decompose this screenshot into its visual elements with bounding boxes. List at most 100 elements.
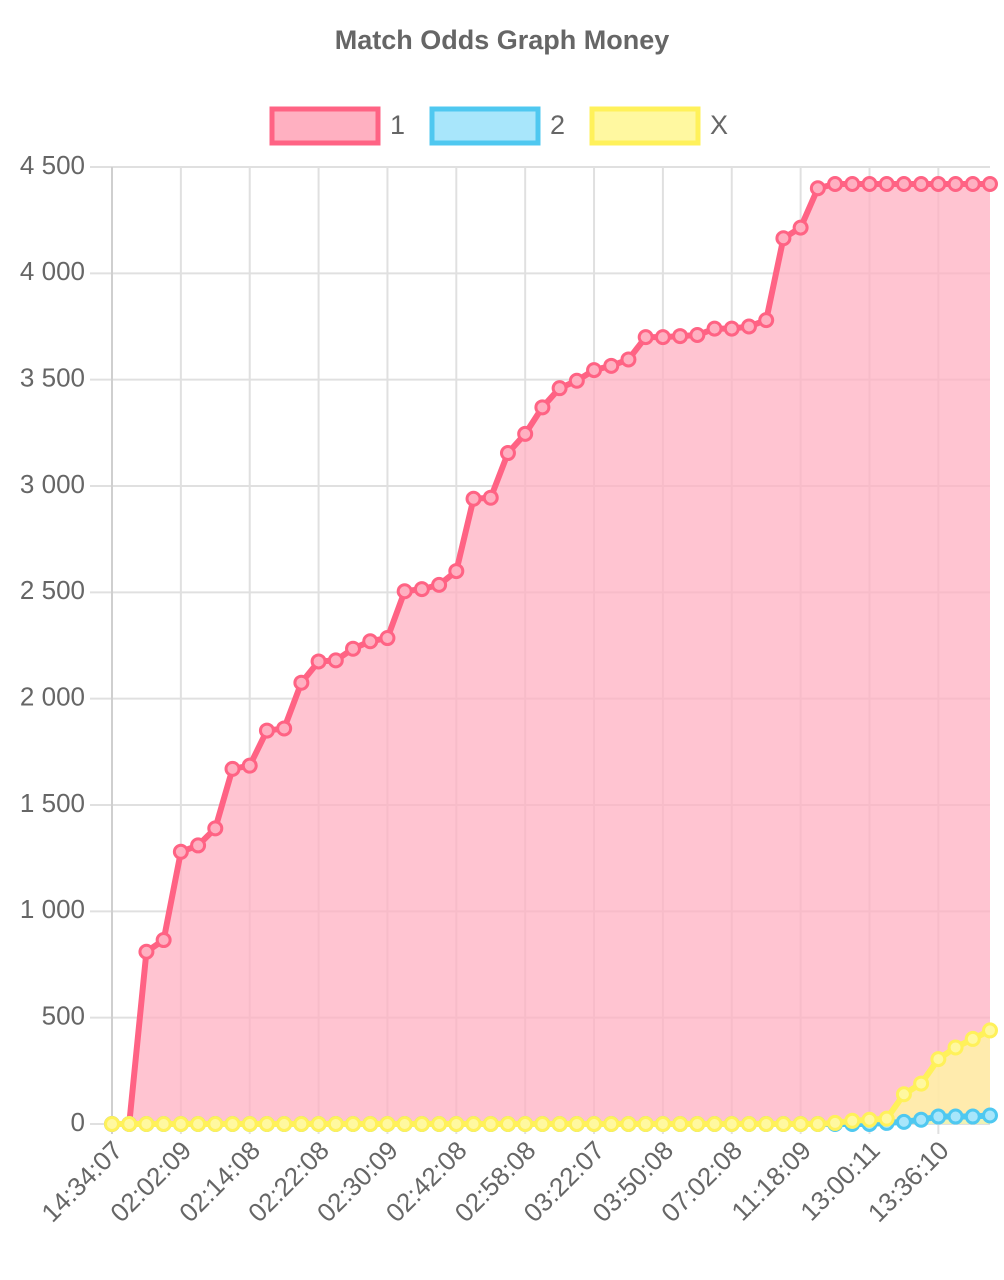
point [672,328,689,345]
point [895,1086,912,1103]
point [568,1116,585,1132]
y-tick-label: 1 000 [20,894,85,924]
point [551,380,568,397]
point [844,1112,861,1129]
point [258,1116,275,1132]
point [362,1116,379,1132]
point [413,581,430,598]
point [379,1116,396,1132]
point [413,1116,430,1132]
point [327,1116,344,1132]
point [224,760,241,777]
point [396,1116,413,1132]
area [112,184,990,1125]
point [689,1116,706,1132]
point [104,1116,120,1132]
point [654,1116,671,1132]
point [913,176,930,193]
y-tick-label: 4 500 [20,150,85,180]
point [465,1116,482,1132]
point [448,1116,465,1132]
y-tick-label: 3 000 [20,469,85,499]
point [482,489,499,506]
point [258,722,275,739]
point [775,1116,792,1132]
point [723,320,740,337]
point [895,176,912,193]
point [293,1116,310,1132]
point [706,320,723,337]
point [895,1113,912,1130]
line [112,1027,992,1127]
point [809,180,826,197]
legend-swatch [429,106,541,146]
point [930,176,947,193]
point [362,633,379,650]
y-tick-label: 3 500 [20,363,85,393]
point [534,1116,551,1132]
point [964,1108,981,1125]
point [740,318,757,335]
point [121,1116,138,1132]
point [982,1022,998,1039]
point [379,630,396,647]
point [241,757,258,774]
y-tick-label: 4 000 [20,256,85,286]
point [947,176,964,193]
point [723,1116,740,1132]
point [740,1116,757,1132]
legend-label: X [710,110,728,140]
point [620,351,637,368]
point [982,176,998,193]
point [982,1107,998,1124]
point [276,720,293,737]
point [706,1116,723,1132]
legend-swatch [269,106,381,146]
point [241,1116,258,1132]
y-tick-label: 1 500 [20,788,85,818]
point [930,1051,947,1068]
point [586,1116,603,1132]
point [827,176,844,193]
point [620,1116,637,1132]
point [345,1116,362,1132]
point [792,1116,809,1132]
point [517,1116,534,1132]
legend-label: 2 [550,110,565,140]
point [190,837,207,854]
point [431,1116,448,1132]
point [861,176,878,193]
point [138,1116,155,1132]
point [637,329,654,346]
point [138,943,155,960]
point [654,329,671,346]
point [207,1116,224,1132]
point [947,1039,964,1056]
point [207,820,224,837]
legend: 1 2 X [269,106,728,146]
line [112,181,990,1127]
point [792,219,809,236]
point [517,425,534,442]
point [568,372,585,389]
point [672,1116,689,1132]
point [448,563,465,580]
point [172,1116,189,1132]
point [947,1108,964,1125]
point [224,1116,241,1132]
y-tick-label: 0 [71,1107,85,1137]
point [603,357,620,374]
point [930,1108,947,1125]
point [689,327,706,344]
point [465,490,482,507]
point [913,1075,930,1092]
point [293,674,310,691]
legend-swatch [589,106,701,146]
point [861,1111,878,1128]
point [827,1114,844,1131]
point [499,1116,516,1132]
point [327,652,344,669]
point [809,1116,826,1132]
point [913,1111,930,1128]
